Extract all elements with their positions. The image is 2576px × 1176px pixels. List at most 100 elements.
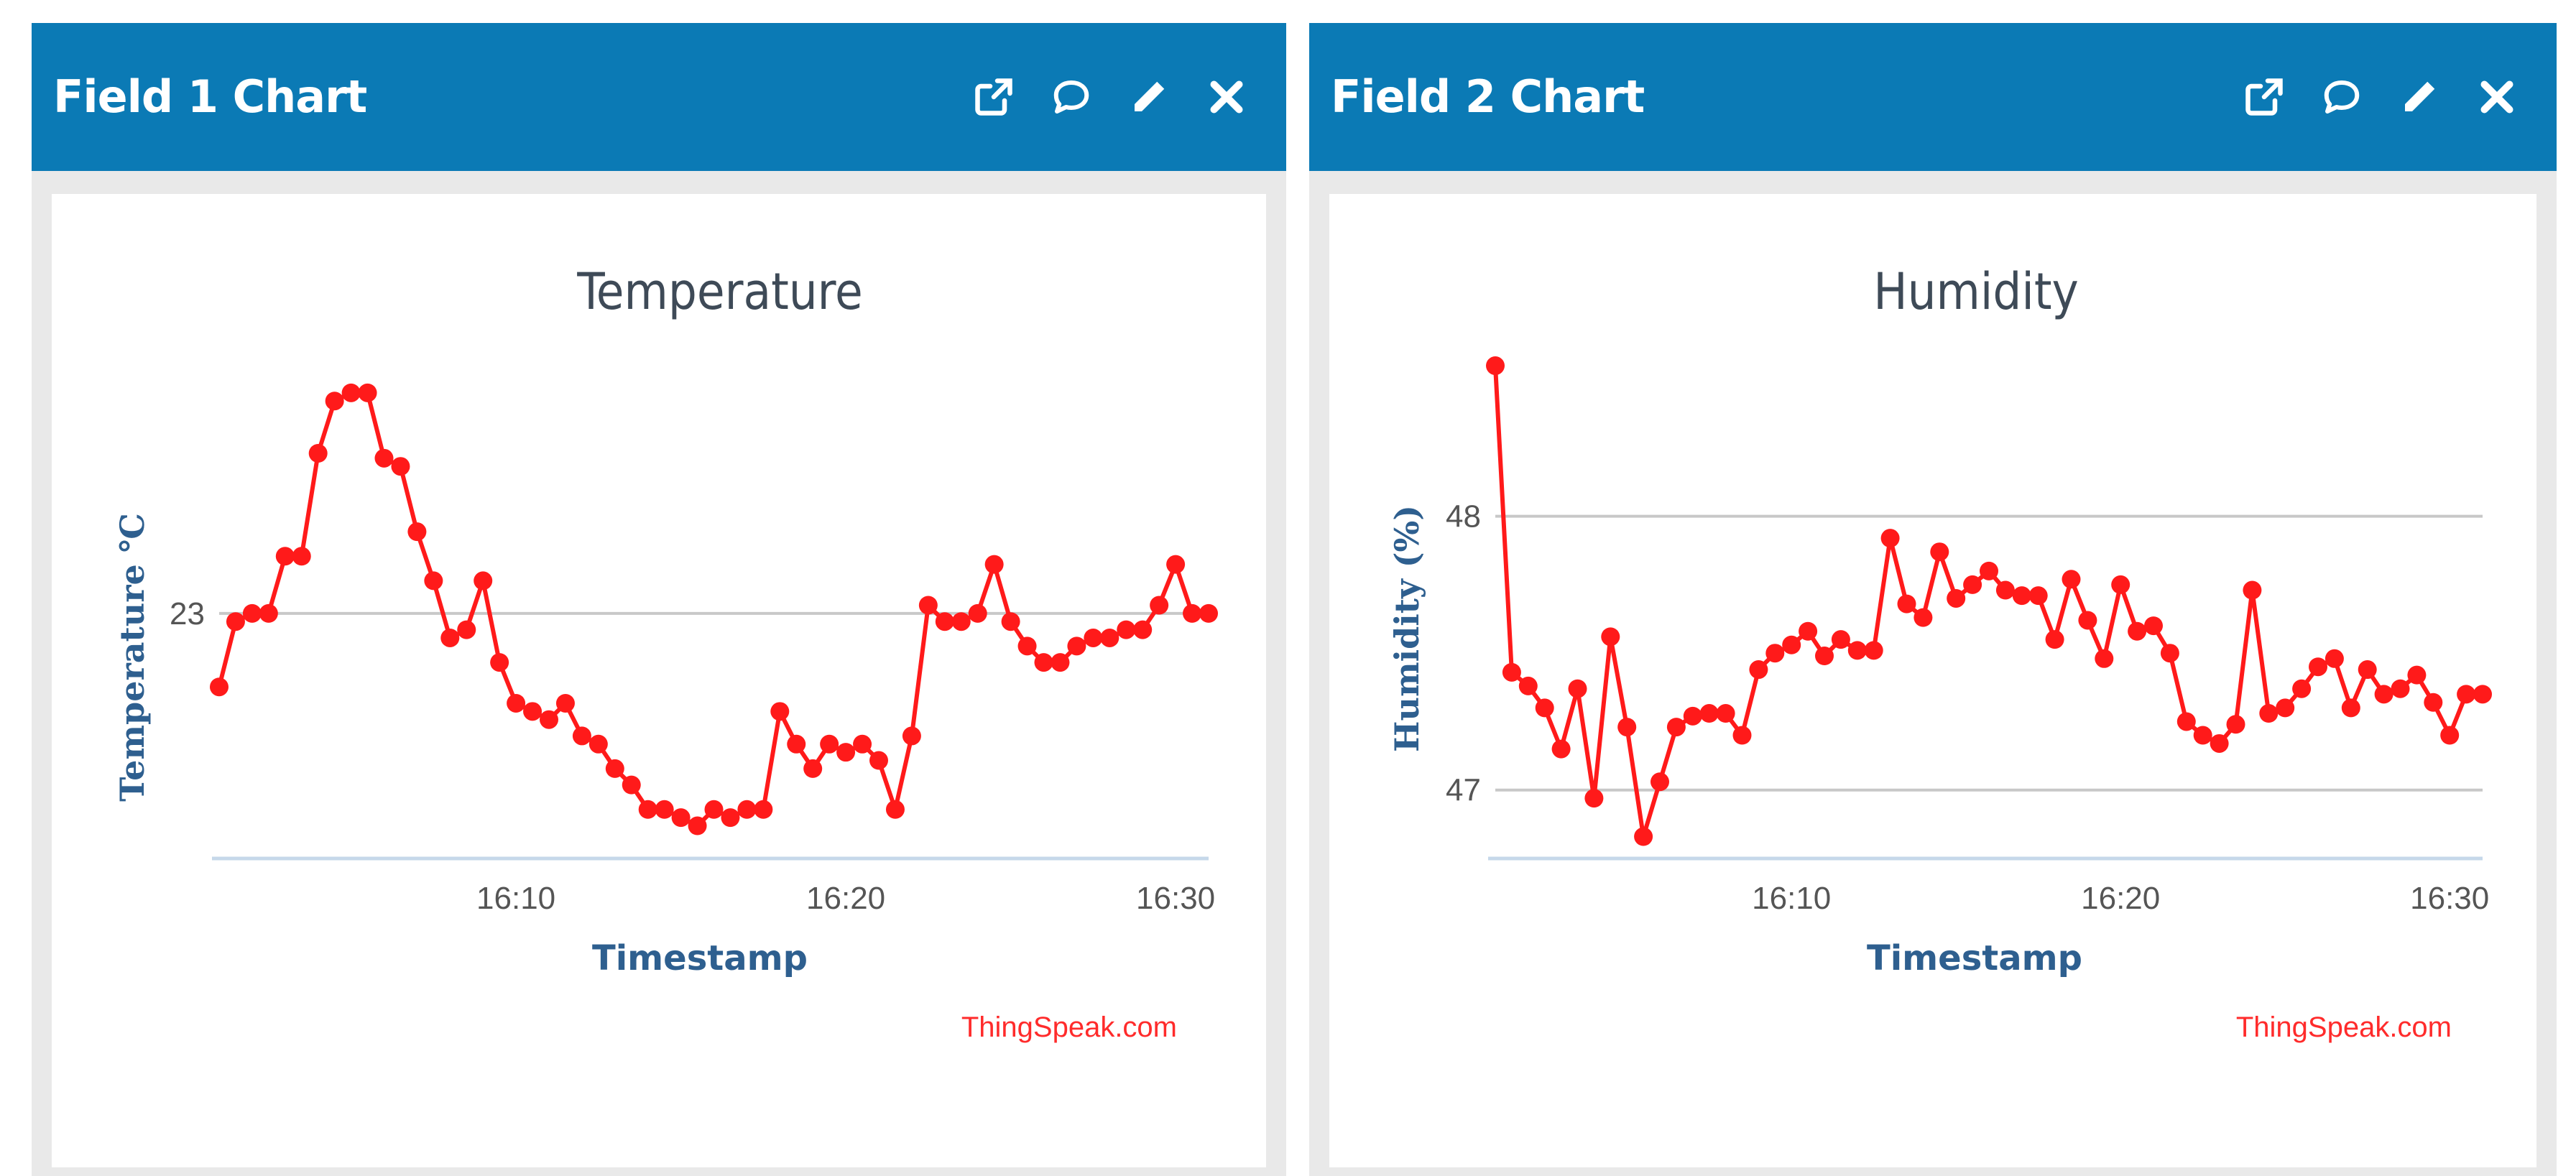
data-point[interactable]: [1864, 641, 1883, 660]
data-point[interactable]: [1568, 679, 1587, 698]
data-point[interactable]: [242, 603, 262, 623]
data-point[interactable]: [688, 816, 707, 835]
data-point[interactable]: [787, 734, 806, 754]
data-point[interactable]: [490, 653, 509, 672]
data-point[interactable]: [1518, 676, 1538, 695]
data-point[interactable]: [1551, 739, 1571, 759]
data-point[interactable]: [1749, 660, 1768, 680]
data-point[interactable]: [1183, 603, 1202, 623]
data-point[interactable]: [424, 571, 443, 591]
data-point[interactable]: [2062, 570, 2081, 589]
data-point[interactable]: [1683, 706, 1702, 726]
data-point[interactable]: [226, 612, 245, 631]
data-point[interactable]: [1084, 628, 1103, 647]
data-point[interactable]: [1051, 653, 1070, 672]
data-point[interactable]: [671, 808, 691, 828]
data-point[interactable]: [1117, 620, 1136, 639]
data-point[interactable]: [1980, 561, 1998, 580]
data-point[interactable]: [2078, 611, 2097, 630]
data-point[interactable]: [1486, 356, 1505, 376]
data-point[interactable]: [918, 596, 938, 615]
data-point[interactable]: [951, 612, 971, 631]
data-point[interactable]: [1133, 620, 1153, 639]
data-point[interactable]: [1584, 789, 1604, 808]
data-point[interactable]: [655, 800, 674, 819]
data-point[interactable]: [1666, 718, 1686, 737]
data-point[interactable]: [259, 603, 278, 623]
data-point[interactable]: [770, 702, 790, 721]
data-point[interactable]: [2391, 679, 2410, 698]
data-point[interactable]: [1199, 603, 1218, 623]
pencil-icon[interactable]: [2396, 73, 2443, 121]
data-point[interactable]: [391, 457, 410, 476]
data-point[interactable]: [2259, 704, 2279, 723]
data-point[interactable]: [1067, 636, 1086, 656]
data-point[interactable]: [1601, 627, 1620, 647]
data-point[interactable]: [1995, 580, 2015, 600]
data-point[interactable]: [2095, 649, 2114, 668]
data-point[interactable]: [1617, 718, 1637, 737]
data-point[interactable]: [2341, 698, 2360, 718]
data-point[interactable]: [474, 571, 493, 591]
data-point[interactable]: [1535, 698, 1554, 718]
data-point[interactable]: [374, 448, 394, 468]
data-point[interactable]: [2457, 685, 2476, 704]
data-point[interactable]: [1166, 555, 1186, 574]
data-point[interactable]: [2128, 621, 2147, 641]
data-point[interactable]: [2243, 580, 2262, 600]
data-point[interactable]: [1831, 630, 1850, 649]
data-point[interactable]: [1716, 704, 1735, 723]
data-point[interactable]: [1150, 596, 1169, 615]
data-point[interactable]: [984, 555, 1004, 574]
data-point[interactable]: [2276, 698, 2295, 718]
data-point[interactable]: [1651, 772, 1669, 792]
data-point[interactable]: [1732, 726, 1752, 745]
comment-icon[interactable]: [1048, 73, 1095, 121]
data-point[interactable]: [210, 677, 228, 697]
data-point[interactable]: [853, 734, 872, 754]
data-point[interactable]: [605, 759, 624, 778]
data-point[interactable]: [737, 800, 757, 819]
pencil-icon[interactable]: [1125, 73, 1173, 121]
data-point[interactable]: [902, 726, 921, 746]
data-point[interactable]: [2226, 715, 2245, 734]
data-point[interactable]: [1001, 612, 1020, 631]
data-point[interactable]: [2144, 616, 2163, 636]
data-point[interactable]: [1947, 588, 1966, 608]
data-point[interactable]: [1100, 628, 1120, 647]
data-point[interactable]: [2176, 712, 2196, 731]
external-link-icon[interactable]: [2240, 73, 2288, 121]
thingspeak-credit[interactable]: ThingSpeak.com: [961, 1011, 1177, 1043]
data-point[interactable]: [540, 710, 558, 729]
data-point[interactable]: [2407, 665, 2427, 685]
data-point[interactable]: [2012, 586, 2031, 606]
data-point[interactable]: [2028, 586, 2048, 606]
comment-icon[interactable]: [2318, 73, 2365, 121]
data-point[interactable]: [1799, 621, 1818, 641]
data-point[interactable]: [1930, 542, 1949, 562]
data-point[interactable]: [457, 620, 476, 639]
data-point[interactable]: [2424, 693, 2443, 712]
data-point[interactable]: [1880, 529, 1900, 548]
data-point[interactable]: [440, 628, 460, 647]
data-point[interactable]: [507, 693, 526, 713]
data-point[interactable]: [1913, 608, 1933, 627]
data-point[interactable]: [358, 383, 377, 402]
data-point[interactable]: [1782, 635, 1801, 654]
close-icon[interactable]: [2473, 73, 2521, 121]
data-point[interactable]: [1963, 575, 1982, 594]
data-point[interactable]: [2111, 575, 2130, 594]
data-point[interactable]: [1502, 662, 1521, 682]
data-point[interactable]: [308, 444, 328, 463]
data-point[interactable]: [968, 603, 987, 623]
data-point[interactable]: [885, 800, 905, 819]
data-point[interactable]: [1897, 594, 1916, 614]
data-point[interactable]: [704, 800, 724, 819]
data-point[interactable]: [325, 392, 344, 411]
data-point[interactable]: [1634, 827, 1653, 846]
data-point[interactable]: [2325, 649, 2344, 668]
data-point[interactable]: [555, 693, 575, 713]
data-point[interactable]: [2210, 733, 2229, 753]
data-point[interactable]: [2292, 679, 2312, 698]
data-point[interactable]: [1815, 647, 1834, 665]
